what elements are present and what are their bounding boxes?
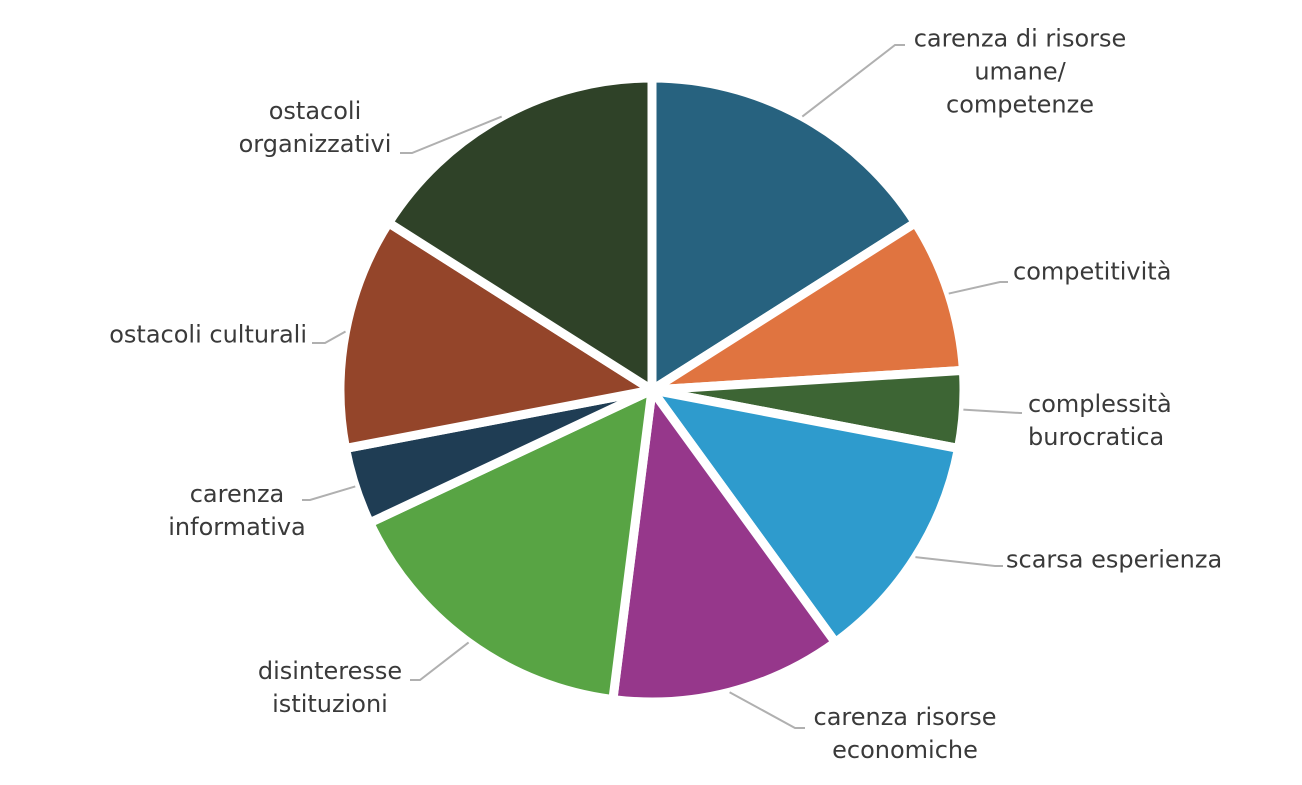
slice-label: complessità burocratica: [1028, 390, 1172, 451]
leader-line: [302, 485, 356, 501]
pie-slice: [384, 73, 657, 395]
slice-label: disinteresse istituzioni: [257, 657, 403, 718]
leader-line: [963, 408, 1022, 414]
leader-line: [915, 556, 1003, 567]
leader-line: [312, 330, 347, 344]
slice-label: carenza risorse economiche: [813, 703, 997, 764]
leader-line: [801, 44, 905, 118]
leader-line: [729, 691, 805, 729]
slice-label: scarsa esperienza: [1006, 545, 1223, 574]
pie-slice: [647, 218, 968, 395]
slice-label: carenza di risorse umane/ competenze: [913, 24, 1127, 119]
slice-label: ostacoli organizzativi: [238, 97, 392, 158]
leader-line: [410, 641, 470, 681]
slice-label: carenza informativa: [168, 480, 306, 541]
slice-label: competitività: [1013, 257, 1172, 286]
leader-line: [400, 115, 503, 154]
pie-slice: [647, 73, 920, 395]
slice-label: ostacoli culturali: [109, 320, 307, 349]
leader-line: [948, 281, 1008, 295]
